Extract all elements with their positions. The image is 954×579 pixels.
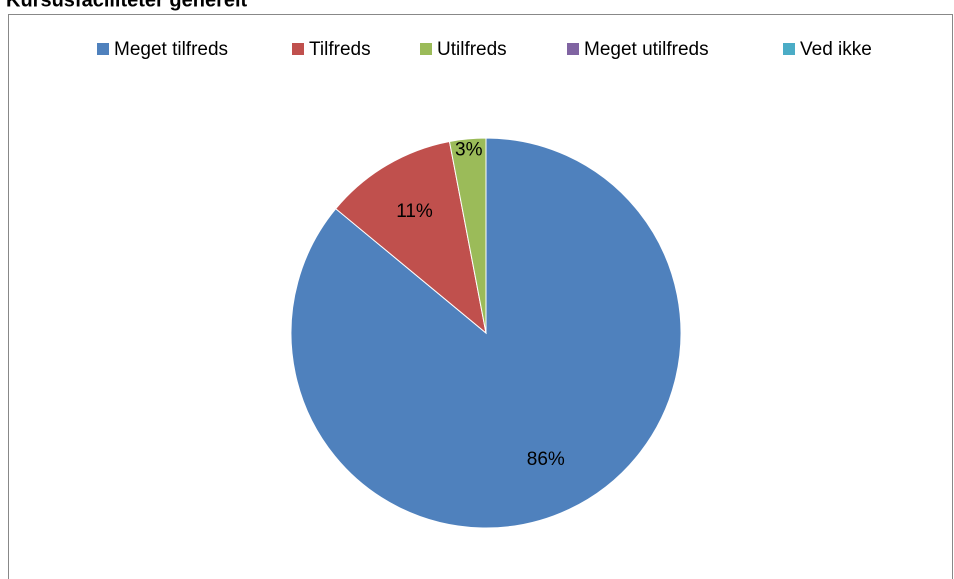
legend-label: Tilfreds	[309, 39, 371, 60]
legend-label: Utilfreds	[437, 39, 507, 60]
legend-label: Meget tilfreds	[114, 39, 228, 60]
legend-swatch	[97, 43, 109, 55]
pie-slice	[335, 140, 487, 335]
legend-swatch	[783, 43, 795, 55]
legend-label: Meget utilfreds	[584, 39, 709, 60]
legend-swatch	[567, 43, 579, 55]
data-label: 3%	[455, 140, 483, 161]
pie-slice	[448, 137, 487, 334]
data-label: 11%	[396, 201, 433, 222]
data-label: 86%	[527, 449, 565, 470]
chart-title: Kursusfaciliteter generelt	[6, 0, 248, 11]
legend-label: Ved ikke	[800, 39, 872, 60]
legend-swatch	[420, 43, 432, 55]
legend-swatch	[292, 43, 304, 55]
